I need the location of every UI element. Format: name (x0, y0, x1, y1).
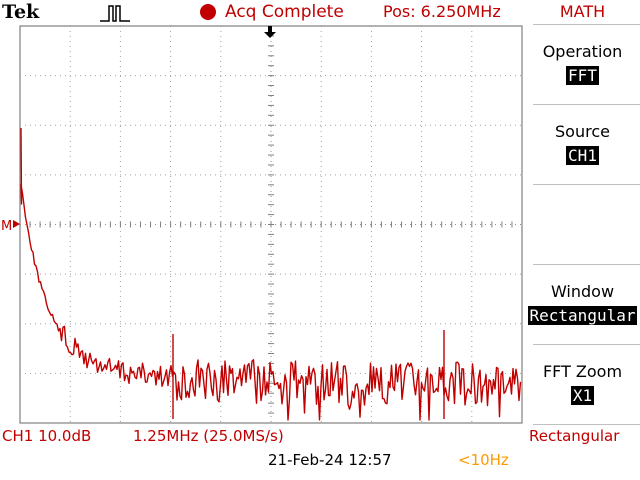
fft-display: M (1, 25, 523, 424)
menu-divider (533, 24, 640, 25)
channel-scale: CH1 10.0dB (2, 427, 92, 445)
run-status-icon (200, 4, 216, 20)
menu-title: MATH (559, 2, 606, 21)
menu-divider (533, 184, 640, 185)
math-reference-marker: M (1, 219, 20, 234)
source-value[interactable]: CH1 (566, 146, 599, 165)
menu-divider (533, 344, 640, 345)
menu-divider (533, 424, 640, 425)
acquisition-status: Acq Complete (225, 2, 344, 22)
menu-divider (533, 104, 640, 105)
math-menu: MATH Operation FFT Source CH1 Window Rec… (525, 0, 640, 480)
brand-logo: Tek (2, 1, 40, 23)
operation-label[interactable]: Operation (542, 42, 623, 61)
fft-trace (20, 127, 522, 421)
fft-zoom-label[interactable]: FFT Zoom (542, 362, 623, 381)
trigger-pulse-icon (100, 5, 130, 22)
window-label[interactable]: Window (550, 282, 615, 301)
horizontal-position: Pos: 6.250MHz (383, 2, 501, 21)
trigger-position-marker (264, 26, 276, 38)
source-label[interactable]: Source (555, 122, 610, 141)
fft-zoom-value[interactable]: X1 (570, 386, 595, 405)
operation-value[interactable]: FFT (566, 66, 599, 85)
menu-divider (533, 264, 640, 265)
math-reference-label: M (1, 219, 12, 234)
graticule (19, 25, 523, 424)
window-value[interactable]: Rectangular (527, 306, 638, 325)
frequency-scale: 1.25MHz (25.0MS/s) (133, 427, 284, 445)
window-readout: Rectangular (529, 427, 620, 445)
status-bar: Tek Acq Complete Pos: 6.250MHz (0, 0, 525, 24)
trigger-frequency: <10Hz (458, 451, 509, 469)
date-time: 21-Feb-24 12:57 (268, 451, 392, 469)
